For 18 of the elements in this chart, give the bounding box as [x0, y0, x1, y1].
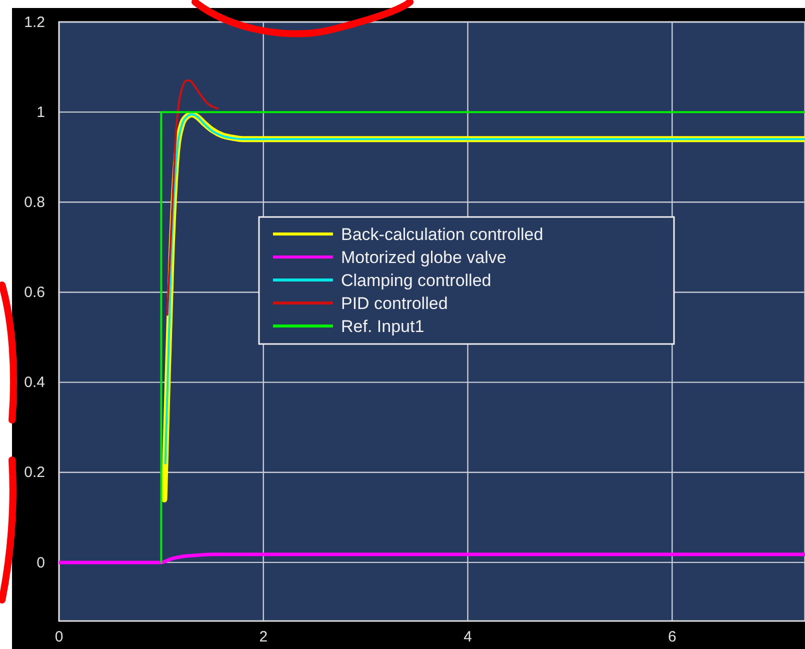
x-tick-label: 0: [54, 628, 64, 646]
line-series: [166, 80, 218, 316]
x-tick-label: 2: [259, 628, 268, 646]
y-tick-label: 0.2: [24, 464, 45, 482]
y-tick-label: 1.2: [24, 14, 45, 31]
legend-label: Ref. Input1: [341, 317, 424, 336]
line-series: [59, 552, 805, 564]
legend-label: Back-calculation controlled: [341, 225, 544, 244]
x-tick-label: 4: [464, 628, 472, 646]
y-tick-label: 0.4: [24, 374, 45, 392]
x-tick-label: 6: [668, 628, 676, 646]
y-tick-label: 0: [36, 554, 45, 572]
y-tick-label: 1: [36, 104, 45, 121]
legend-label: Clamping controlled: [341, 271, 492, 290]
y-tick-label: 0.8: [24, 194, 45, 211]
legend-label: PID controlled: [341, 294, 448, 313]
legend-label: Motorized globe valve: [341, 248, 506, 267]
y-tick-label: 0.6: [24, 284, 45, 302]
